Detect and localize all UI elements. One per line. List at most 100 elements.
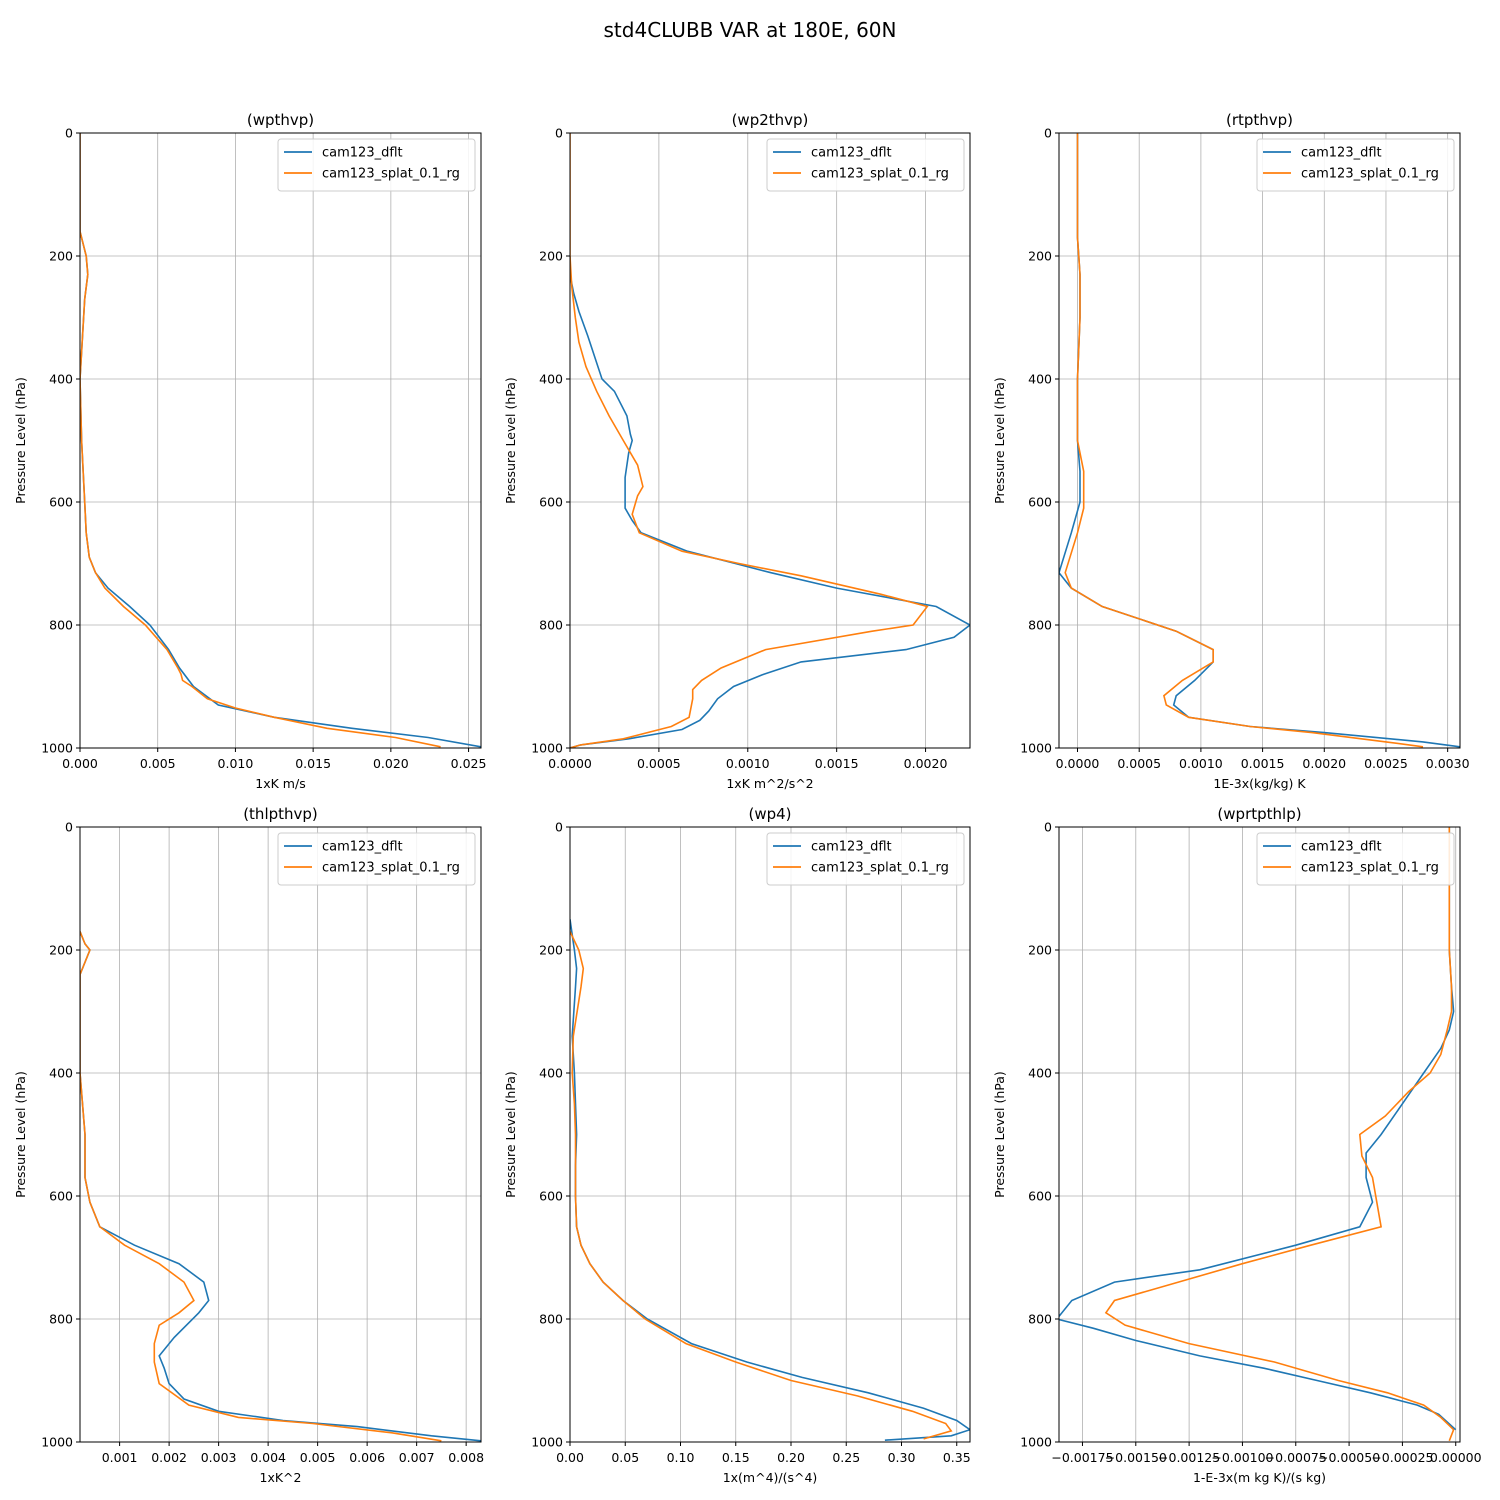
legend-label-2: cam123_splat_0.1_rg — [322, 861, 460, 876]
y-tick-label: 200 — [1028, 943, 1052, 958]
y-tick-label: 400 — [1028, 1066, 1052, 1081]
subplot-title: (wp2thvp) — [732, 111, 809, 129]
legend-box — [766, 832, 965, 886]
x-tick-label: 0.0010 — [1179, 756, 1223, 771]
x-tick-label: 0.0020 — [1302, 756, 1346, 771]
legend-box — [1256, 832, 1455, 886]
x-tick-label: 0.0005 — [637, 756, 681, 771]
x-tick-label: 0.05 — [611, 1450, 639, 1465]
series-line-2 — [570, 931, 953, 1440]
x-tick-label: −0.00125 — [1158, 1450, 1220, 1465]
subplot-5: 0.00 0.05 0.10 0.15 0.20 0.25 0.30 0.35 0 200 400 6… — [503, 805, 971, 1485]
x-tick-label: −0.00050 — [1318, 1450, 1380, 1465]
x-tick-label: −0.00150 — [1105, 1450, 1167, 1465]
x-tick-label: 0.007 — [399, 1450, 435, 1465]
y-tick-label: 200 — [1028, 249, 1052, 264]
x-tick-label: 0.15 — [722, 1450, 750, 1465]
x-tick-label: −0.00175 — [1051, 1450, 1113, 1465]
y-axis-label: Pressure Level (hPa) — [503, 1071, 518, 1198]
series-line-2 — [570, 133, 929, 748]
y-tick-label: 0 — [65, 820, 73, 835]
x-axis-label: 1x(m^4)/(s^4) — [723, 1470, 818, 1485]
x-tick-label: 0.0015 — [815, 756, 859, 771]
series-line-1 — [80, 931, 481, 1442]
y-tick-label: 600 — [49, 495, 73, 510]
x-tick-label: 0.001 — [102, 1450, 138, 1465]
y-tick-label: 800 — [49, 618, 73, 633]
y-tick-label: 200 — [539, 943, 563, 958]
x-tick-label: 0.006 — [349, 1450, 385, 1465]
x-tick-label: 0.015 — [295, 756, 331, 771]
x-tick-label: 0.0030 — [1426, 756, 1470, 771]
legend-box — [277, 138, 476, 192]
legend-box — [766, 138, 965, 192]
x-tick-label: 0.10 — [667, 1450, 695, 1465]
legend-label-2: cam123_splat_0.1_rg — [811, 167, 949, 182]
axes-frame — [79, 826, 482, 1443]
y-tick-label: 600 — [49, 1189, 73, 1204]
figure-title: std4CLUBB VAR at 180E, 60N — [604, 18, 897, 42]
x-tick-label: 0.00 — [556, 1450, 584, 1465]
legend-label-1: cam123_dflt — [811, 146, 892, 161]
x-tick-label: 0.0025 — [1364, 756, 1408, 771]
y-tick-label: 400 — [1028, 372, 1052, 387]
subplot-1: 0.000 0.005 0.010 0.015 0.020 0.025 0 200 400 600… — [13, 111, 486, 791]
axes-frame — [569, 826, 971, 1443]
x-tick-label: 0.000 — [62, 756, 98, 771]
series-line-2 — [1064, 133, 1424, 748]
x-tick-label: 0.005 — [300, 1450, 336, 1465]
x-tick-label: 0.00000 — [1430, 1450, 1482, 1465]
legend: cam123_dflt cam123_splat_0.1_rg — [277, 138, 476, 192]
x-tick-label: 0.0015 — [1241, 756, 1285, 771]
legend-label-2: cam123_splat_0.1_rg — [811, 861, 949, 876]
y-tick-label: 1000 — [41, 741, 73, 756]
x-tick-label: −0.00100 — [1211, 1450, 1273, 1465]
y-tick-label: 600 — [1028, 1189, 1052, 1204]
legend-label-2: cam123_splat_0.1_rg — [322, 167, 460, 182]
y-tick-label: 0 — [1044, 820, 1052, 835]
y-axis-label: Pressure Level (hPa) — [503, 377, 518, 504]
x-tick-label: 0.20 — [777, 1450, 805, 1465]
y-tick-label: 400 — [539, 372, 563, 387]
x-axis-label: 1xK m^2/s^2 — [726, 776, 813, 791]
y-tick-label: 600 — [539, 1189, 563, 1204]
legend: cam123_dflt cam123_splat_0.1_rg — [1256, 832, 1455, 886]
y-tick-label: 1000 — [41, 1435, 73, 1450]
y-tick-label: 800 — [49, 1312, 73, 1327]
series-line-1 — [1059, 827, 1457, 1431]
legend-label-1: cam123_dflt — [322, 840, 403, 855]
legend-label-1: cam123_dflt — [322, 146, 403, 161]
subplot-6: −0.00175−0.00150−0.00125−0.00100−0.00075… — [992, 805, 1482, 1485]
subplot-4: 0.001 0.002 0.003 0.004 0.005 0.006 0.007 0.008… — [13, 805, 484, 1485]
legend-label-1: cam123_dflt — [1301, 840, 1382, 855]
legend-label-2: cam123_splat_0.1_rg — [1301, 861, 1439, 876]
y-axis-label: Pressure Level (hPa) — [13, 377, 28, 504]
x-tick-label: 0.002 — [151, 1450, 187, 1465]
y-tick-label: 200 — [539, 249, 563, 264]
legend-box — [1256, 138, 1455, 192]
y-tick-label: 800 — [539, 1312, 563, 1327]
subplot-title: (rtpthvp) — [1226, 111, 1293, 129]
y-tick-label: 400 — [49, 372, 73, 387]
axes-frame — [1058, 132, 1461, 749]
axes-frame — [79, 132, 482, 749]
y-axis-label: Pressure Level (hPa) — [13, 1071, 28, 1198]
x-tick-label: 0.0000 — [548, 756, 592, 771]
legend-label-1: cam123_dflt — [811, 840, 892, 855]
subplot-3: 0.0000 0.0005 0.0010 0.0015 0.0020 0.0025 0.00… — [992, 111, 1470, 791]
y-axis-label: Pressure Level (hPa) — [992, 1071, 1007, 1198]
x-tick-label: 0.020 — [373, 756, 409, 771]
x-tick-label: 0.0005 — [1117, 756, 1161, 771]
subplot-2: 0.0000 0.0005 0.0010 0.0015 0.0020 0 200 400 600… — [503, 111, 971, 791]
x-tick-label: 0.25 — [832, 1450, 860, 1465]
legend: cam123_dflt cam123_splat_0.1_rg — [766, 138, 965, 192]
x-tick-label: 0.008 — [448, 1450, 484, 1465]
subplot-title: (wprtpthlp) — [1217, 805, 1301, 823]
axes-frame — [569, 132, 971, 749]
x-axis-label: 1-E-3x(m kg K)/(s kg) — [1193, 1470, 1326, 1485]
x-tick-label: 0.010 — [218, 756, 254, 771]
x-axis-label: 1E-3x(kg/kg) K — [1213, 776, 1306, 791]
x-tick-label: 0.004 — [250, 1450, 286, 1465]
subplot-grid: 0.000 0.005 0.010 0.015 0.020 0.0250200400600… — [13, 111, 1482, 1485]
